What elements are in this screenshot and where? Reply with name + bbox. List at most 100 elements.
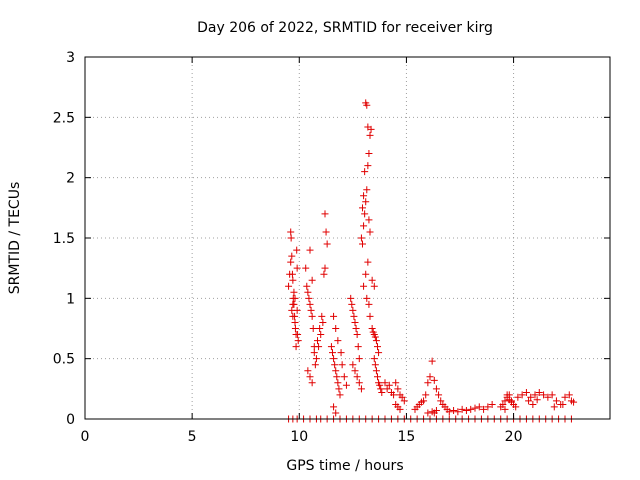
data-point [400, 397, 408, 405]
data-point [321, 264, 329, 272]
data-point [368, 276, 376, 284]
data-point [304, 367, 312, 375]
data-point [330, 312, 338, 320]
data-point [432, 407, 440, 415]
data-point [306, 246, 314, 254]
data-point [357, 385, 365, 393]
data-point [342, 381, 350, 389]
data-point [327, 343, 335, 351]
data-point [287, 258, 295, 266]
data-point [292, 343, 300, 351]
x-tick-label: 5 [188, 429, 197, 445]
data-point [420, 397, 428, 405]
data-point [544, 393, 552, 401]
data-point [288, 252, 296, 260]
data-point [293, 264, 301, 272]
data-point [366, 131, 374, 139]
data-point [365, 150, 373, 158]
data-point [288, 270, 296, 278]
data-point [306, 300, 314, 308]
data-point [335, 385, 343, 393]
data-point [366, 228, 374, 236]
data-point [310, 349, 318, 357]
data-point [374, 373, 381, 381]
data-point [352, 325, 360, 332]
data-point [330, 355, 338, 363]
data-point [372, 337, 380, 345]
data-point [363, 294, 371, 302]
data-point [445, 408, 453, 416]
y-tick-label: 0 [66, 412, 75, 428]
data-point [450, 407, 458, 415]
data-point [458, 405, 466, 413]
data-point [378, 388, 386, 396]
data-point [304, 288, 312, 296]
data-point [396, 405, 404, 413]
data-point [471, 404, 479, 412]
data-point [499, 401, 507, 409]
y-tick-label: 2.5 [53, 110, 75, 126]
data-point [540, 391, 548, 399]
x-axis-label: GPS time / hours [286, 458, 403, 474]
data-point [454, 408, 462, 416]
data-point [292, 331, 300, 339]
data-point [525, 397, 533, 405]
data-point [323, 240, 331, 248]
data-point [289, 312, 297, 320]
data-point [424, 379, 432, 387]
data-point [351, 318, 359, 326]
data-point [368, 325, 376, 332]
data-point [501, 397, 509, 405]
data-point [462, 407, 470, 415]
data-point [467, 405, 475, 413]
data-point [332, 325, 340, 332]
data-point [321, 210, 329, 218]
data-point [362, 270, 370, 278]
data-point [357, 234, 365, 242]
data-point [318, 312, 326, 320]
data-point [354, 343, 362, 351]
data-point [422, 391, 430, 399]
data-point [512, 403, 520, 411]
data-point [310, 343, 318, 351]
data-point [334, 337, 342, 345]
chart-title: Day 206 of 2022, SRMTID for receiver kir… [197, 20, 493, 36]
data-point [349, 306, 357, 314]
data-point [332, 409, 340, 417]
data-point [340, 373, 348, 381]
data-point [311, 361, 319, 369]
data-point [531, 391, 539, 399]
data-point [364, 123, 372, 131]
data-point [289, 276, 297, 284]
data-point [309, 325, 317, 332]
data-point [518, 391, 526, 399]
data-point [507, 398, 515, 406]
data-point [364, 258, 372, 266]
data-point [312, 355, 320, 363]
data-point [392, 379, 400, 387]
data-point [362, 198, 370, 206]
x-tick-label: 10 [290, 429, 308, 445]
data-point [376, 381, 384, 389]
data-point [488, 401, 496, 409]
data-point [374, 343, 381, 351]
data-point [552, 397, 560, 405]
data-point [535, 388, 543, 396]
data-point [522, 388, 530, 396]
data-point [333, 373, 341, 381]
data-point [330, 403, 338, 411]
data-point [289, 300, 297, 308]
data-point [316, 325, 324, 332]
data-point [291, 325, 299, 332]
data-point [285, 282, 293, 290]
data-point [366, 312, 374, 320]
data-point [565, 391, 573, 399]
data-point [322, 228, 330, 236]
data-point [428, 357, 436, 365]
y-tick-label: 1.5 [53, 231, 75, 247]
x-tick-label: 20 [505, 429, 523, 445]
x-tick-label: 15 [398, 429, 416, 445]
data-point [293, 246, 301, 254]
data-point [375, 349, 383, 357]
